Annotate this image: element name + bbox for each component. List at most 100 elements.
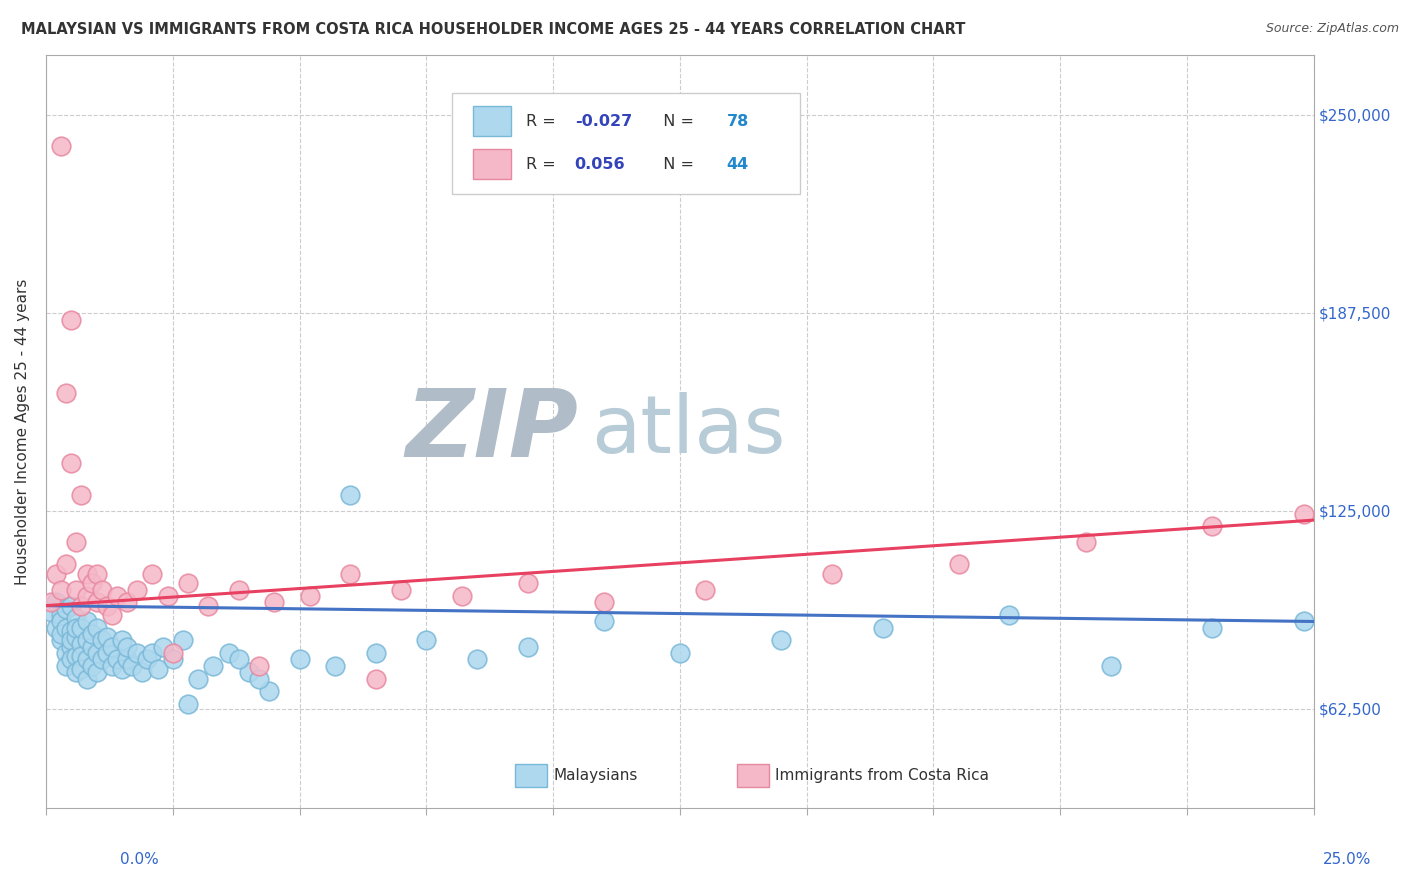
Point [65,630,87,644]
Point [162,652,184,666]
FancyBboxPatch shape [451,93,800,194]
Point [187,672,209,686]
Point [60,652,83,666]
Bar [737,764,769,787]
Point [70,599,93,613]
Point [115,640,138,654]
Point [76,615,98,629]
Text: Source: ZipAtlas.com: Source: ZipAtlas.com [1265,22,1399,36]
Point [177,697,200,711]
Point [998,608,1021,623]
Point [51,139,73,153]
Point [51,615,73,629]
Point [177,576,200,591]
Text: R =: R = [526,114,561,128]
Point [55,658,77,673]
Point [228,652,250,666]
Point [323,658,346,673]
Point [60,624,83,638]
Point [45,595,67,609]
Point [55,386,77,401]
Point [60,599,83,613]
Point [45,566,67,581]
Point [51,627,73,641]
Point [298,589,321,603]
Point [592,595,614,609]
Point [450,589,472,603]
Point [105,589,128,603]
Point [141,646,163,660]
Point [96,646,118,660]
Point [127,646,149,660]
Point [141,566,163,581]
Point [228,582,250,597]
Point [516,640,538,654]
Point [339,566,361,581]
Point [1201,519,1223,533]
Point [1074,535,1097,549]
Point [55,558,77,572]
Point [51,582,73,597]
Point [465,652,488,666]
Point [86,665,108,680]
Point [101,658,124,673]
Point [1099,658,1122,673]
Point [101,640,124,654]
Text: 25.0%: 25.0% [1323,852,1371,867]
Point [39,595,62,609]
Point [51,633,73,648]
Bar [515,764,547,787]
Point [76,566,98,581]
Point [86,621,108,635]
Point [516,576,538,591]
Point [202,658,225,673]
Point [86,566,108,581]
Point [948,558,970,572]
Point [238,665,260,680]
Point [76,652,98,666]
Point [770,633,793,648]
Point [39,605,62,619]
Point [1292,615,1315,629]
Point [80,576,103,591]
Point [592,615,614,629]
Text: 44: 44 [727,157,749,172]
Point [65,665,87,680]
Point [415,633,437,648]
Point [65,582,87,597]
Point [65,535,87,549]
Point [111,662,134,676]
Text: 78: 78 [727,114,749,128]
Text: Immigrants from Costa Rica: Immigrants from Costa Rica [775,768,988,783]
Point [364,646,387,660]
Point [146,662,169,676]
Text: N =: N = [654,114,699,128]
Point [70,649,93,664]
Point [131,665,153,680]
Point [101,608,124,623]
Point [55,602,77,616]
Point [90,652,112,666]
Point [288,652,311,666]
Point [127,582,149,597]
Point [60,633,83,648]
Point [90,633,112,648]
Point [364,672,387,686]
Point [339,488,361,502]
Bar [474,106,512,136]
Point [51,608,73,623]
Point [65,611,87,625]
Bar [474,149,512,179]
Point [60,456,83,470]
Point [156,589,179,603]
Text: MALAYSIAN VS IMMIGRANTS FROM COSTA RICA HOUSEHOLDER INCOME AGES 25 - 44 YEARS CO: MALAYSIAN VS IMMIGRANTS FROM COSTA RICA … [21,22,966,37]
Point [247,658,270,673]
Point [55,646,77,660]
Point [872,621,894,635]
Point [55,621,77,635]
Point [60,640,83,654]
Point [162,646,184,660]
Point [1292,507,1315,521]
Point [86,646,108,660]
Point [105,652,128,666]
